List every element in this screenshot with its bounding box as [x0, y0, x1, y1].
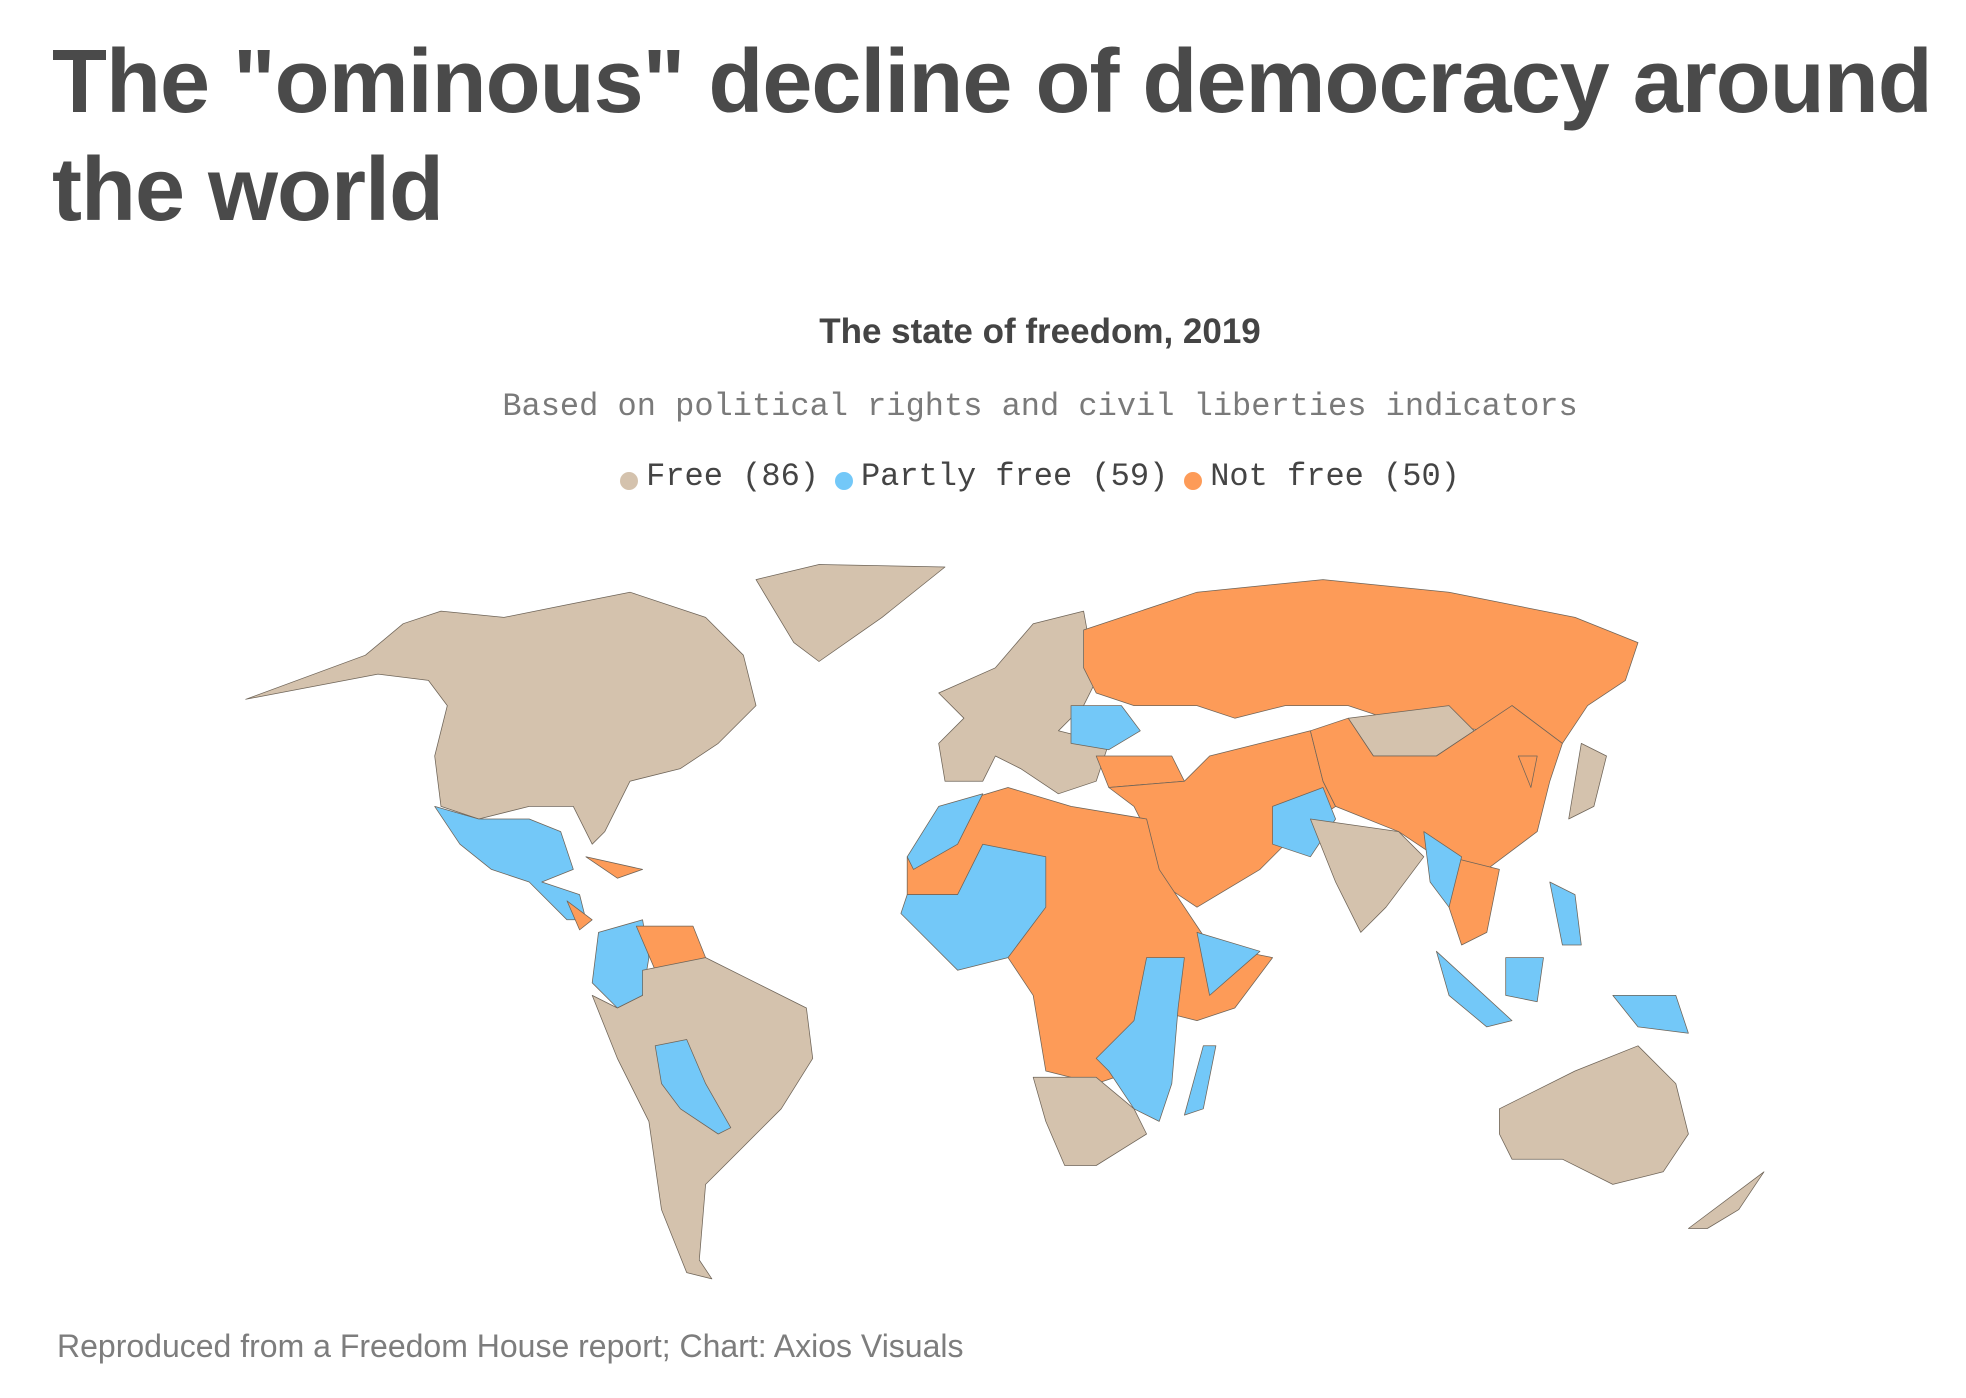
source-note: Reproduced from a Freedom House report; …	[57, 1328, 964, 1364]
region-north-korea	[1517, 755, 1538, 788]
region-somalia	[1196, 932, 1261, 996]
region-southern-africa	[1032, 1076, 1147, 1166]
region-europe	[938, 610, 1110, 795]
region-borneo	[1505, 957, 1544, 1003]
legend: Free (86) Partly free (59) Not free (50)	[0, 458, 1966, 495]
region-mexico-central-america	[434, 806, 587, 921]
region-madagascar	[1184, 1045, 1217, 1116]
region-nicaragua	[566, 900, 593, 931]
legend-swatch	[620, 471, 639, 490]
chart-subtitle: Based on political rights and civil libe…	[502, 388, 1578, 425]
legend-label: Not free (50)	[1210, 458, 1460, 495]
region-india	[1310, 818, 1425, 933]
legend-swatch	[1184, 471, 1203, 490]
legend-label: Free (86)	[646, 458, 819, 495]
chart-title: The state of freedom, 2019	[819, 312, 1261, 351]
region-sumatra	[1436, 950, 1513, 1028]
page-title: The "ominous" decline of democracy aroun…	[52, 32, 1933, 240]
region-china	[1310, 705, 1563, 870]
region-papua	[1612, 995, 1689, 1034]
region-australia	[1499, 1045, 1689, 1185]
region-north-america	[245, 591, 757, 845]
region-philippines	[1549, 881, 1582, 946]
legend-item-partly-free: Partly free (59)	[834, 458, 1169, 495]
region-bolivia-paraguay	[654, 1039, 732, 1135]
region-morocco	[906, 793, 984, 870]
region-japan	[1568, 743, 1607, 820]
region-west-africa	[900, 843, 1047, 971]
region-new-zealand	[1688, 1171, 1765, 1229]
region-east-africa	[1095, 957, 1185, 1122]
region-greenland	[755, 564, 946, 662]
legend-item-not-free: Not free (50)	[1184, 458, 1460, 495]
legend-item-free: Free (86)	[620, 458, 819, 495]
region-ukraine	[1070, 705, 1141, 751]
region-myanmar	[1423, 831, 1462, 908]
region-cuba	[585, 856, 643, 879]
legend-swatch	[834, 471, 853, 490]
legend-label: Partly free (59)	[860, 458, 1169, 495]
